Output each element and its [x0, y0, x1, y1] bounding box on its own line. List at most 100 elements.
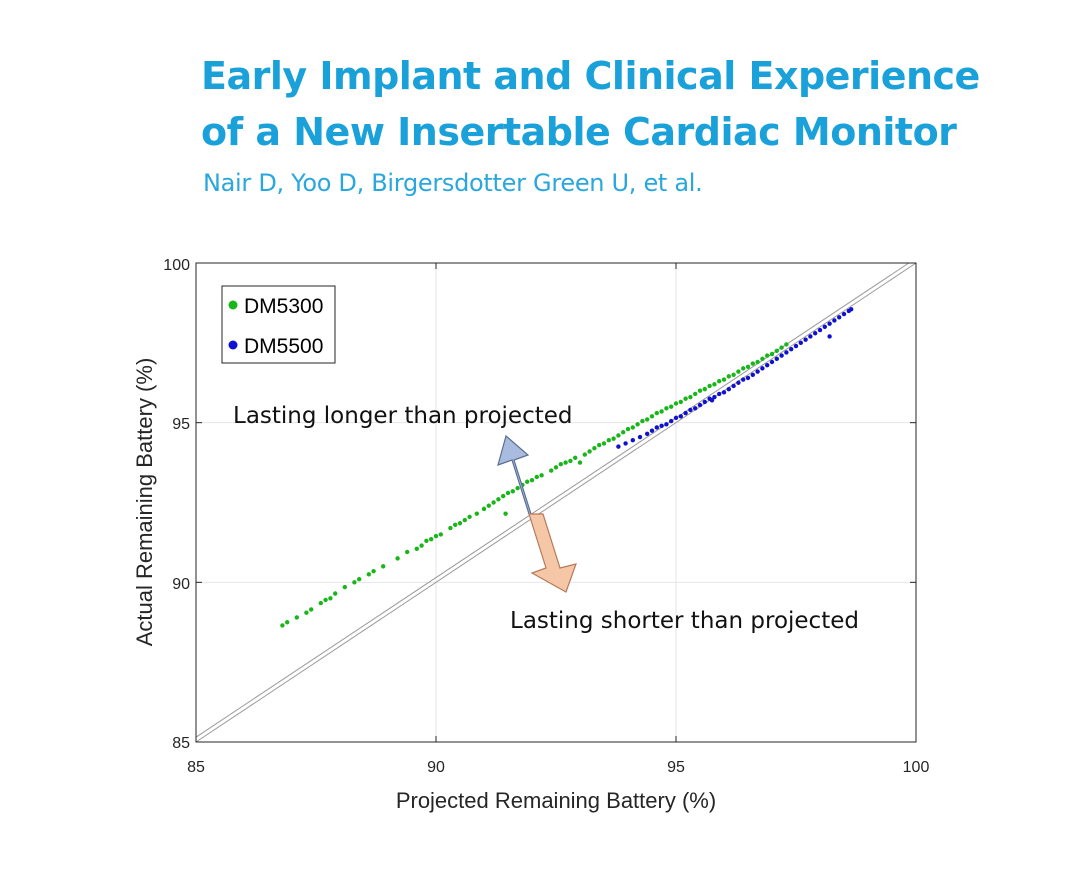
data-point — [433, 533, 439, 539]
data-point — [280, 623, 285, 628]
data-point — [822, 324, 827, 330]
data-point — [808, 334, 813, 339]
data-point — [429, 537, 434, 542]
y-tick-label: 95 — [172, 416, 190, 433]
data-point — [750, 361, 755, 366]
series-dm5500 — [616, 307, 854, 449]
data-point — [649, 428, 655, 433]
legend-label-dm5300: DM5300 — [244, 295, 323, 318]
data-point — [474, 511, 479, 516]
data-point — [328, 596, 333, 601]
data-point — [462, 517, 467, 523]
data-point — [496, 497, 501, 502]
data-point — [664, 406, 669, 411]
data-point — [563, 460, 568, 465]
data-point — [371, 568, 376, 574]
data-point — [745, 375, 751, 381]
data-point — [448, 525, 453, 531]
data-point — [318, 600, 323, 606]
data-point — [467, 514, 472, 520]
legend-marker-dm5500 — [228, 340, 238, 350]
data-point — [630, 438, 635, 443]
data-point — [342, 584, 347, 590]
data-point — [750, 372, 755, 377]
data-point — [717, 378, 722, 384]
data-point — [587, 449, 592, 454]
annotation-longer: Lasting longer than projected — [233, 403, 573, 429]
data-point — [707, 383, 712, 389]
data-point — [678, 414, 683, 419]
reference-lines — [195, 262, 917, 743]
data-point — [352, 580, 357, 585]
data-point — [779, 345, 784, 350]
data-point — [798, 340, 803, 346]
data-point — [832, 318, 837, 323]
data-point — [717, 391, 722, 397]
data-point — [755, 359, 760, 365]
data-point — [736, 369, 741, 374]
title-line-1: Early Implant and Clinical Experience — [201, 54, 980, 98]
data-point — [515, 485, 520, 491]
data-point — [510, 489, 515, 494]
data-point — [481, 506, 487, 512]
page-title: Early Implant and Clinical Experience of… — [201, 48, 980, 160]
data-point — [654, 425, 659, 430]
data-point — [709, 398, 715, 403]
data-point — [779, 353, 784, 358]
data-point — [726, 374, 731, 379]
data-point — [616, 433, 621, 438]
data-point — [731, 383, 736, 389]
y-tick-label: 100 — [163, 257, 190, 274]
data-point — [606, 438, 611, 443]
data-point — [669, 418, 674, 424]
data-point — [501, 493, 506, 499]
legend: DM5300 DM5500 — [221, 285, 336, 364]
data-point — [841, 311, 847, 317]
data-point — [505, 490, 511, 496]
legend-marker-dm5300 — [228, 300, 238, 310]
data-point — [702, 386, 707, 392]
data-point — [813, 331, 818, 336]
x-tick-label: 85 — [187, 759, 205, 776]
data-point — [683, 410, 688, 416]
data-point — [539, 473, 544, 478]
data-point — [784, 350, 789, 355]
data-point — [323, 597, 328, 603]
data-point — [357, 576, 362, 582]
data-point — [637, 434, 643, 440]
axis-ticks — [195, 262, 917, 743]
legend-box — [221, 285, 336, 364]
x-tick-label: 100 — [903, 759, 930, 776]
data-point — [688, 394, 693, 400]
data-point — [760, 356, 765, 361]
data-point — [366, 572, 371, 577]
data-point — [678, 399, 683, 405]
data-point — [765, 353, 770, 358]
data-point — [649, 414, 655, 419]
data-point — [424, 538, 429, 544]
arrow-down-icon — [528, 513, 577, 593]
title-line-2: of a New Insertable Cardiac Monitor — [201, 110, 957, 154]
data-point — [688, 407, 693, 413]
data-point — [827, 334, 832, 339]
data-point — [573, 455, 578, 460]
data-point — [741, 366, 746, 371]
data-point — [333, 591, 338, 596]
data-point — [659, 409, 664, 414]
data-point — [774, 356, 779, 361]
data-point — [774, 348, 779, 354]
data-point — [837, 315, 842, 320]
data-point — [438, 532, 443, 537]
data-point — [765, 362, 770, 368]
data-point — [534, 474, 539, 480]
data-point — [381, 564, 386, 569]
data-point — [659, 423, 664, 429]
data-point — [849, 307, 854, 312]
data-point — [683, 396, 688, 401]
data-point — [625, 426, 631, 432]
data-point — [769, 359, 775, 365]
data-point — [623, 441, 628, 446]
data-point — [635, 422, 640, 427]
data-point — [721, 377, 727, 382]
data-point — [549, 468, 554, 473]
